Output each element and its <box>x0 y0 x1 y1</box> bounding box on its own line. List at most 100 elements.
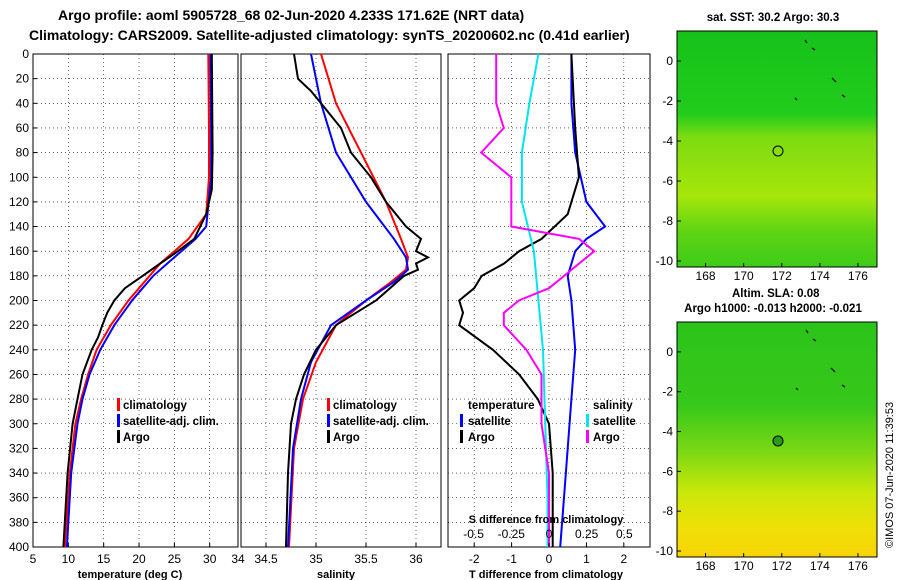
series-line-argo <box>285 53 431 548</box>
y-tick-label: 300 <box>9 417 29 431</box>
s-diff-tick-label: -0.5 <box>463 527 484 541</box>
map-y-tick-label: -10 <box>656 254 674 268</box>
legend3-salinity-heading: salinity <box>593 400 633 412</box>
y-tick-label: 240 <box>9 343 29 357</box>
temperature-axis-label: temperature (deg C) <box>78 569 183 580</box>
legend2-argo-label: Argo <box>333 432 360 444</box>
map-y-tick-label: -8 <box>662 214 673 228</box>
figure-title-line1: Argo profile: aoml 5905728_68 02-Jun-202… <box>58 7 524 23</box>
legend-satellite-swatch <box>117 414 120 427</box>
sst-map-title: sat. SST: 30.2 Argo: 30.3 <box>707 12 840 24</box>
y-tick-label: 0 <box>22 47 29 61</box>
s-diff-tick-label: -0.25 <box>498 527 526 541</box>
x-tick-label: 5 <box>30 552 37 566</box>
x-tick-label: 36 <box>409 552 423 566</box>
y-tick-label: 60 <box>16 121 30 135</box>
legend-climatology-label: climatology <box>123 400 188 412</box>
y-tick-label: 220 <box>9 318 29 332</box>
figure-title-line2: Climatology: CARS2009. Satellite-adjuste… <box>29 27 630 43</box>
s-diff-tick-label: 0.25 <box>575 527 599 541</box>
legend-climatology-swatch <box>117 398 120 411</box>
legend2-satellite-label: satellite-adj. clim. <box>333 416 429 428</box>
legend-satellite-label: satellite-adj. clim. <box>123 416 219 428</box>
y-tick-label: 40 <box>16 96 30 110</box>
legend3-argo-t-label: Argo <box>468 432 495 444</box>
salinity-grid <box>241 54 441 547</box>
legend3-argo-t-swatch <box>460 430 463 443</box>
legend3-satellite-t-label: satellite <box>468 416 511 428</box>
map-y-tick-label: 0 <box>666 54 673 68</box>
legend3-argo-s-label: Argo <box>593 432 620 444</box>
y-tick-label: 360 <box>9 491 29 505</box>
map-x-tick-label: 170 <box>734 559 754 573</box>
map-x-tick-label: 170 <box>734 269 754 283</box>
s-difference-axis-label: S difference from climatology <box>469 514 625 526</box>
legend3-satellite-s-label: satellite <box>593 416 636 428</box>
x-tick-label: 0 <box>546 552 553 566</box>
y-tick-label: 400 <box>9 540 29 554</box>
temperature-legend: climatology satellite-adj. clim. Argo <box>117 398 219 444</box>
map-x-tick-label: 172 <box>772 269 792 283</box>
legend-argo-swatch <box>117 430 120 443</box>
sst-map: sat. SST: 30.2 Argo: 30.3 Altim. SLA: 0.… <box>656 12 878 300</box>
difference-legend: temperature satellite Argo salinity sate… <box>460 400 636 444</box>
temperature-panel-frame <box>32 53 239 548</box>
legend2-climatology-swatch <box>327 398 330 411</box>
t-difference-axis-label: T difference from climatology <box>469 569 624 580</box>
x-tick-label: 25 <box>168 552 182 566</box>
y-tick-label: 80 <box>16 146 30 160</box>
profile-lines <box>62 53 607 548</box>
axis-ticks: 5 10 15 20 25 30 34020406080100120140160180200… <box>9 47 633 566</box>
x-tick-label: 30 <box>203 552 217 566</box>
map-x-tick-label: 172 <box>772 559 792 573</box>
coastlines <box>794 39 846 391</box>
x-tick-label: 35.5 <box>354 552 378 566</box>
sla-map: Argo h1000: -0.013 h2000: -0.021 168 170 1… <box>656 303 878 573</box>
y-tick-label: 260 <box>9 367 29 381</box>
map-y-tick-label: -6 <box>662 464 673 478</box>
y-tick-label: 280 <box>9 392 29 406</box>
series-line-climatology <box>288 53 410 548</box>
legend2-argo-swatch <box>327 430 330 443</box>
series-line-argo <box>62 53 214 548</box>
y-tick-label: 160 <box>9 244 29 258</box>
map-x-tick-label: 168 <box>696 269 716 283</box>
map-y-tick-label: -2 <box>662 94 673 108</box>
map-x-tick-label: 174 <box>810 559 830 573</box>
x-tick-label: 10 <box>62 552 76 566</box>
legend-argo-label: Argo <box>123 432 150 444</box>
map-y-tick-label: 0 <box>666 345 673 359</box>
x-tick-label: -1 <box>506 552 517 566</box>
s-diff-tick-label: 0 <box>546 527 553 541</box>
series-line-satellite-salinity- <box>520 53 549 547</box>
legend2-climatology-label: climatology <box>333 400 398 412</box>
y-tick-label: 100 <box>9 170 29 184</box>
difference-grid <box>448 54 650 547</box>
x-tick-label: 34 <box>231 552 245 566</box>
map-y-tick-label: -8 <box>662 504 673 518</box>
legend3-satellite-t-swatch <box>460 414 463 427</box>
x-tick-label: -2 <box>469 552 480 566</box>
x-tick-label: 34.5 <box>254 552 278 566</box>
series-line-argo-temperature- <box>458 53 580 547</box>
legend3-satellite-s-swatch <box>586 414 589 427</box>
salinity-legend: climatology satellite-adj. clim. Argo <box>327 398 429 444</box>
y-tick-label: 140 <box>9 220 29 234</box>
x-tick-label: 20 <box>132 552 146 566</box>
sla-argo-location-marker <box>772 435 784 447</box>
x-tick-label: 1 <box>583 552 590 566</box>
x-tick-label: 2 <box>620 552 627 566</box>
legend2-satellite-swatch <box>327 414 330 427</box>
y-tick-label: 120 <box>9 195 29 209</box>
salinity-axis-label: salinity <box>317 569 356 580</box>
series-line-satellite-temperature- <box>559 54 607 548</box>
legend3-temperature-heading: temperature <box>468 400 534 412</box>
map-x-tick-label: 176 <box>848 269 868 283</box>
map-x-tick-label: 168 <box>696 559 716 573</box>
map-y-tick-label: -2 <box>662 385 673 399</box>
map-y-tick-label: -4 <box>662 134 673 148</box>
map-x-tick-label: 176 <box>848 559 868 573</box>
series-line-satellite-adj-clim- <box>287 53 410 548</box>
temperature-grid <box>33 54 238 547</box>
